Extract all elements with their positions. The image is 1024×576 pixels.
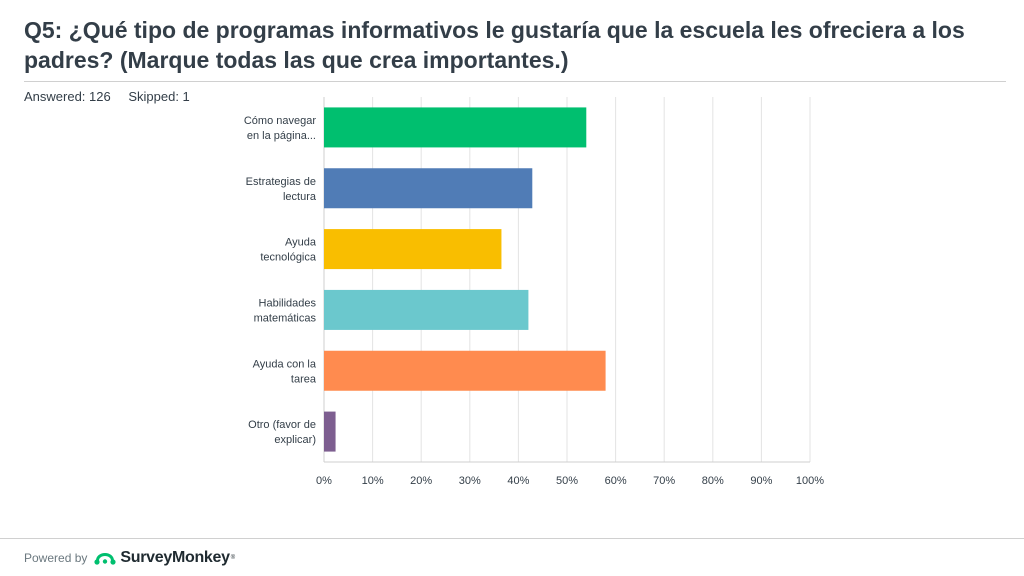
surveymonkey-brand[interactable]: SurveyMonkey ® <box>93 549 235 567</box>
surveymonkey-logo-icon <box>94 553 116 565</box>
bar <box>324 168 533 209</box>
skipped-count: Skipped: 1 <box>128 89 190 104</box>
powered-by-label: Powered by <box>24 551 88 565</box>
category-label: Estrategias de <box>246 176 316 188</box>
bar <box>324 229 502 270</box>
x-tick-label: 60% <box>605 475 627 487</box>
x-tick-label: 40% <box>507 475 529 487</box>
brand-name: SurveyMonkey <box>120 549 230 566</box>
x-tick-label: 50% <box>556 475 578 487</box>
x-tick-label: 90% <box>750 475 772 487</box>
x-tick-label: 20% <box>410 475 432 487</box>
category-label: en la página... <box>247 130 316 142</box>
x-tick-label: 0% <box>316 475 332 487</box>
question-title: Q5: ¿Qué tipo de programas informativos … <box>24 17 965 73</box>
bar <box>324 411 336 452</box>
category-label: Cómo navegar <box>244 115 316 127</box>
bar <box>324 107 587 148</box>
category-label: tecnológica <box>260 252 317 264</box>
bar-chart: 0% 10% 20% 30% 40% 50% 60% 70% 80% 90% 100% Cómo na… <box>244 97 824 487</box>
footer-divider <box>0 538 1024 539</box>
footer: Powered by SurveyMonkey ® <box>24 548 235 568</box>
x-tick-label: 70% <box>653 475 675 487</box>
category-label: explicar) <box>274 434 316 446</box>
x-tick-label: 80% <box>702 475 724 487</box>
x-tick-label: 100% <box>796 475 824 487</box>
category-label: Habilidades <box>259 297 317 309</box>
response-stats: Answered: 126 Skipped: 1 <box>24 89 204 104</box>
x-tick-label: 10% <box>362 475 384 487</box>
category-label: lectura <box>283 191 317 203</box>
category-label: matemáticas <box>254 312 317 324</box>
bar <box>324 289 529 330</box>
bar <box>324 350 606 391</box>
category-label: Otro (favor de <box>248 419 316 431</box>
x-tick-label: 30% <box>459 475 481 487</box>
title-divider <box>24 81 1006 82</box>
answered-count: Answered: 126 <box>24 89 111 104</box>
category-label: Ayuda con la <box>253 358 317 370</box>
category-label: tarea <box>291 373 317 385</box>
category-label: Ayuda <box>285 237 317 249</box>
